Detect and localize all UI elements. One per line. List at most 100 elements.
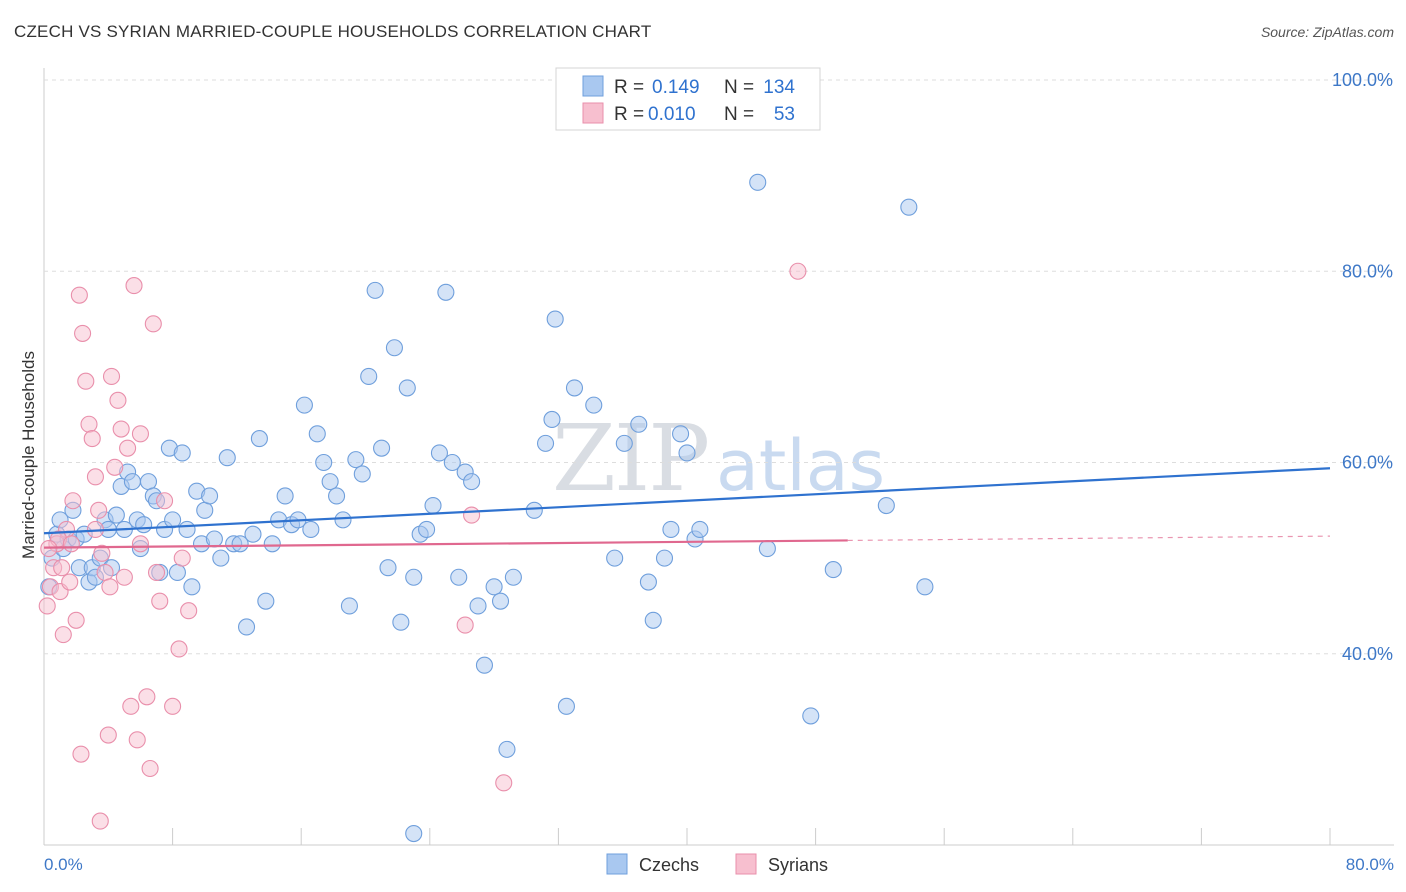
czech-point-95 bbox=[615, 434, 633, 452]
czech-point-21 bbox=[123, 473, 141, 491]
czech-point-64 bbox=[360, 367, 378, 385]
syrian-point-37 bbox=[170, 640, 188, 658]
czech-point-69 bbox=[392, 613, 410, 631]
syrian-n-label: N = bbox=[724, 104, 754, 125]
x-tick-layer bbox=[43, 828, 1331, 845]
czech-point-111 bbox=[916, 578, 934, 596]
syrian-r-label: R = bbox=[614, 104, 644, 125]
czech-point-55 bbox=[302, 520, 320, 538]
syrian-point-36 bbox=[164, 697, 182, 715]
syrian-point-29 bbox=[131, 535, 149, 553]
czech-n-label: N = bbox=[724, 77, 754, 98]
czech-point-86 bbox=[504, 568, 522, 586]
syrian-point-19 bbox=[99, 726, 117, 744]
syrian-point-21 bbox=[106, 458, 124, 476]
syrian-point-11 bbox=[74, 324, 92, 342]
syrian-point-41 bbox=[72, 745, 90, 763]
czech-point-62 bbox=[347, 451, 365, 469]
syrian-point-20 bbox=[102, 367, 121, 385]
czech-point-58 bbox=[321, 473, 339, 491]
czech-point-42 bbox=[218, 449, 236, 467]
syrian-point-50 bbox=[131, 425, 149, 443]
czech-point-38 bbox=[196, 501, 214, 519]
czech-point-66 bbox=[373, 439, 391, 457]
czech-point-110 bbox=[900, 198, 918, 216]
czech-point-49 bbox=[263, 535, 281, 553]
legend-syrians-label: Syrians bbox=[768, 855, 828, 875]
syrian-point-23 bbox=[112, 420, 130, 438]
y-axis-title: Married-couple Households bbox=[19, 351, 38, 559]
czech-point-65 bbox=[366, 281, 384, 299]
czech-point-57 bbox=[315, 453, 333, 472]
czech-point-82 bbox=[475, 656, 494, 674]
czech-point-67 bbox=[379, 559, 397, 577]
czech-point-48 bbox=[257, 592, 275, 610]
czech-point-45 bbox=[237, 618, 256, 636]
czech-point-93 bbox=[585, 396, 603, 414]
czech-point-41 bbox=[212, 549, 230, 567]
y-tick-label-2: 80.0% bbox=[1342, 261, 1393, 281]
czech-r-value: 0.149 bbox=[652, 77, 700, 98]
syrian-point-14 bbox=[83, 430, 101, 448]
czech-point-25 bbox=[139, 473, 158, 491]
czech-point-109 bbox=[877, 496, 895, 515]
czech-point-76 bbox=[437, 283, 455, 301]
czech-point-77 bbox=[443, 453, 461, 472]
syrian-point-16 bbox=[90, 501, 108, 519]
czech-point-105 bbox=[749, 173, 767, 191]
syrian-swatch bbox=[582, 102, 604, 124]
czech-point-87 bbox=[525, 501, 543, 519]
syrian-point-26 bbox=[122, 697, 140, 715]
syrian-point-22 bbox=[109, 391, 127, 409]
syrian-point-27 bbox=[125, 277, 143, 295]
x-tick-label-min: 0.0% bbox=[44, 855, 83, 874]
syrian-point-7 bbox=[61, 573, 79, 591]
syrian-point-28 bbox=[128, 731, 146, 749]
syrian-point-31 bbox=[141, 759, 159, 778]
syrian-point-52 bbox=[463, 506, 481, 524]
syrian-trend-line bbox=[43, 539, 848, 549]
syrian-point-33 bbox=[147, 563, 166, 582]
czech-point-92 bbox=[565, 379, 584, 397]
czech-point-83 bbox=[485, 578, 503, 596]
czech-point-33 bbox=[173, 444, 191, 462]
y-tick-label-layer: 40.0% 60.0% 80.0% 100.0% bbox=[1332, 70, 1393, 664]
czech-point-112 bbox=[405, 824, 423, 843]
syrian-point-45 bbox=[62, 535, 80, 553]
y-tick-label-3: 100.0% bbox=[1332, 70, 1393, 90]
syrian-point-34 bbox=[151, 592, 169, 610]
y-tick-label-1: 60.0% bbox=[1342, 453, 1393, 473]
czech-point-81 bbox=[469, 597, 487, 615]
syrian-point-44 bbox=[53, 559, 71, 577]
czech-point-40 bbox=[205, 530, 223, 548]
czech-point-96 bbox=[630, 415, 648, 433]
syrian-point-15 bbox=[86, 468, 104, 486]
syrian-point-13 bbox=[80, 415, 98, 433]
czech-point-47 bbox=[250, 430, 268, 448]
syrian-point-5 bbox=[54, 626, 72, 644]
czech-point-102 bbox=[678, 444, 696, 462]
x-tick-label-max: 80.0% bbox=[1346, 855, 1394, 874]
czech-point-56 bbox=[308, 425, 326, 443]
czech-point-101 bbox=[672, 425, 690, 443]
czech-point-68 bbox=[385, 339, 403, 357]
czech-point-54 bbox=[295, 396, 313, 414]
czech-point-46 bbox=[244, 525, 262, 543]
syrian-n-value: 53 bbox=[774, 104, 795, 125]
czech-point-75 bbox=[430, 444, 448, 462]
czech-point-88 bbox=[536, 434, 555, 452]
points-layer bbox=[38, 173, 934, 843]
syrian-point-46 bbox=[495, 774, 513, 792]
series-legend: Czechs Syrians bbox=[606, 853, 828, 875]
czech-point-108 bbox=[824, 561, 842, 579]
source-label: Source: ZipAtlas.com bbox=[1260, 24, 1394, 40]
trend-layer bbox=[43, 467, 1331, 549]
czech-point-84 bbox=[491, 592, 510, 610]
czech-point-32 bbox=[168, 563, 186, 582]
czech-point-97 bbox=[639, 573, 657, 591]
y-tick-label-0: 40.0% bbox=[1342, 644, 1393, 664]
czech-n-value: 134 bbox=[763, 77, 795, 98]
syrian-trend-line-extension bbox=[847, 535, 1331, 542]
chart-title: CZECH VS SYRIAN MARRIED-COUPLE HOUSEHOLD… bbox=[14, 22, 652, 41]
watermark-atlas: atlas bbox=[716, 425, 885, 507]
